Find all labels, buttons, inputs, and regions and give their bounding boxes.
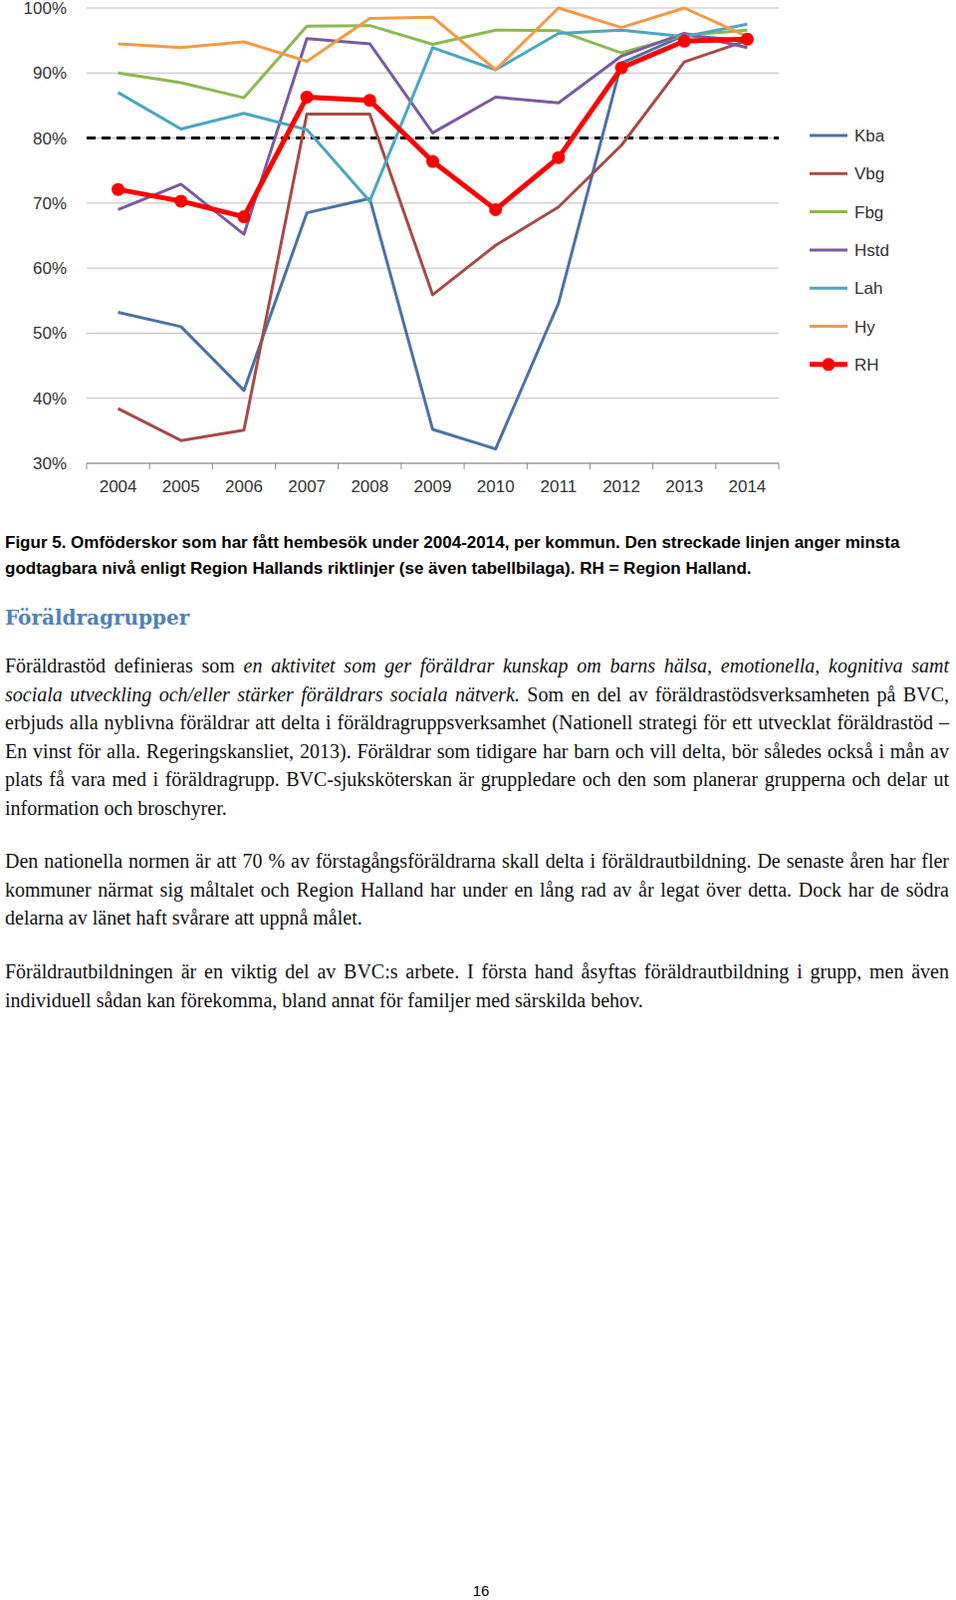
series-marker: [488, 203, 502, 217]
x-tick: [526, 463, 528, 470]
threshold-line: [86, 136, 779, 140]
grid-line: [86, 7, 779, 9]
series-marker: [174, 194, 188, 208]
series-marker: [300, 90, 314, 104]
series-marker: [363, 93, 377, 107]
x-tick-label: 2009: [414, 477, 453, 496]
x-tick-label: 2013: [665, 477, 704, 496]
text: Föräldrastöd definieras som: [4, 654, 244, 677]
legend-swatch: [809, 324, 848, 328]
y-tick-label: 30%: [32, 454, 67, 474]
y-tick-label: 50%: [32, 323, 67, 343]
x-tick: [589, 463, 591, 470]
grid-line: [86, 397, 779, 399]
series-marker: [740, 32, 754, 46]
grid-line: [86, 267, 779, 269]
chart: 30% 40% 50% 60% 70% 80% 90% 100% 2004 2005 2006 200…: [0, 0, 956, 518]
x-tick-label: 2010: [477, 477, 515, 496]
grid-line: [86, 137, 779, 139]
legend-label: Lah: [854, 278, 883, 298]
x-tick: [337, 463, 339, 470]
series-marker: [426, 155, 440, 169]
legend-label: Hstd: [854, 240, 890, 260]
x-tick: [715, 463, 717, 470]
x-tick: [149, 463, 151, 470]
plot-area: [86, 7, 779, 450]
grid-line: [86, 463, 779, 465]
legend-swatch: [809, 247, 848, 251]
x-tick-label: 2006: [225, 477, 263, 496]
x-tick-label: 2011: [540, 477, 578, 496]
page-number: 16: [0, 1581, 956, 1599]
legend-swatch: [809, 286, 848, 290]
series-line: [118, 34, 748, 449]
legend-marker: [822, 357, 836, 371]
y-tick-label: 40%: [32, 389, 67, 409]
heading: Föräldragrupper: [4, 605, 190, 630]
legend-label: Fbg: [854, 203, 884, 223]
grid-line: [86, 332, 779, 334]
paragraph: Föräldrautbildningen är en viktig del av…: [4, 956, 950, 1014]
y-tick-label: 60%: [32, 258, 67, 278]
x-tick: [652, 463, 654, 470]
legend-label: Vbg: [854, 164, 885, 184]
x-tick-label: 2014: [727, 477, 766, 496]
x-tick: [400, 463, 402, 470]
paragraph: Föräldrastöd definieras som en aktivitet…: [4, 651, 950, 823]
y-tick-label: 100%: [23, 0, 67, 18]
series-line: [118, 25, 748, 98]
x-tick: [464, 463, 466, 470]
series-marker: [111, 183, 125, 197]
series-marker: [551, 151, 565, 165]
series-line: [118, 32, 748, 235]
text: Den nationella normen är att 70 % av för…: [4, 849, 950, 929]
x-tick-label: 2007: [287, 477, 326, 496]
paragraph: Den nationella normen är att 70 % av för…: [4, 846, 950, 933]
x-tick-label: 2005: [162, 477, 201, 496]
x-tick: [212, 463, 214, 470]
x-tick: [86, 463, 88, 470]
text: Föräldrautbildningen är en viktig del av…: [4, 959, 950, 1011]
y-tick-label: 70%: [32, 194, 67, 214]
x-tick: [778, 463, 780, 470]
series-line: [118, 38, 748, 217]
legend-label: Hy: [854, 317, 876, 337]
series-marker: [237, 210, 250, 224]
y-tick-label: 90%: [32, 63, 67, 83]
y-tick-label: 80%: [32, 129, 67, 149]
x-tick-label: 2004: [99, 477, 138, 496]
series-line: [118, 7, 748, 70]
caption: Figur 5. Omföderskor som har fått hembes…: [4, 529, 932, 582]
x-tick-label: 2008: [350, 477, 389, 496]
x-tick: [274, 463, 276, 470]
x-axis: [86, 463, 779, 465]
x-tick-label: 2012: [602, 477, 641, 496]
legend-swatch: [809, 134, 848, 138]
legend-swatch: [809, 210, 848, 214]
series-line: [118, 23, 748, 202]
series-marker: [615, 61, 629, 75]
legend-label: RH: [854, 355, 880, 375]
legend-swatch: [809, 172, 848, 176]
legend-label: Kba: [854, 126, 886, 146]
series-marker: [678, 34, 692, 48]
series-line: [118, 40, 748, 442]
